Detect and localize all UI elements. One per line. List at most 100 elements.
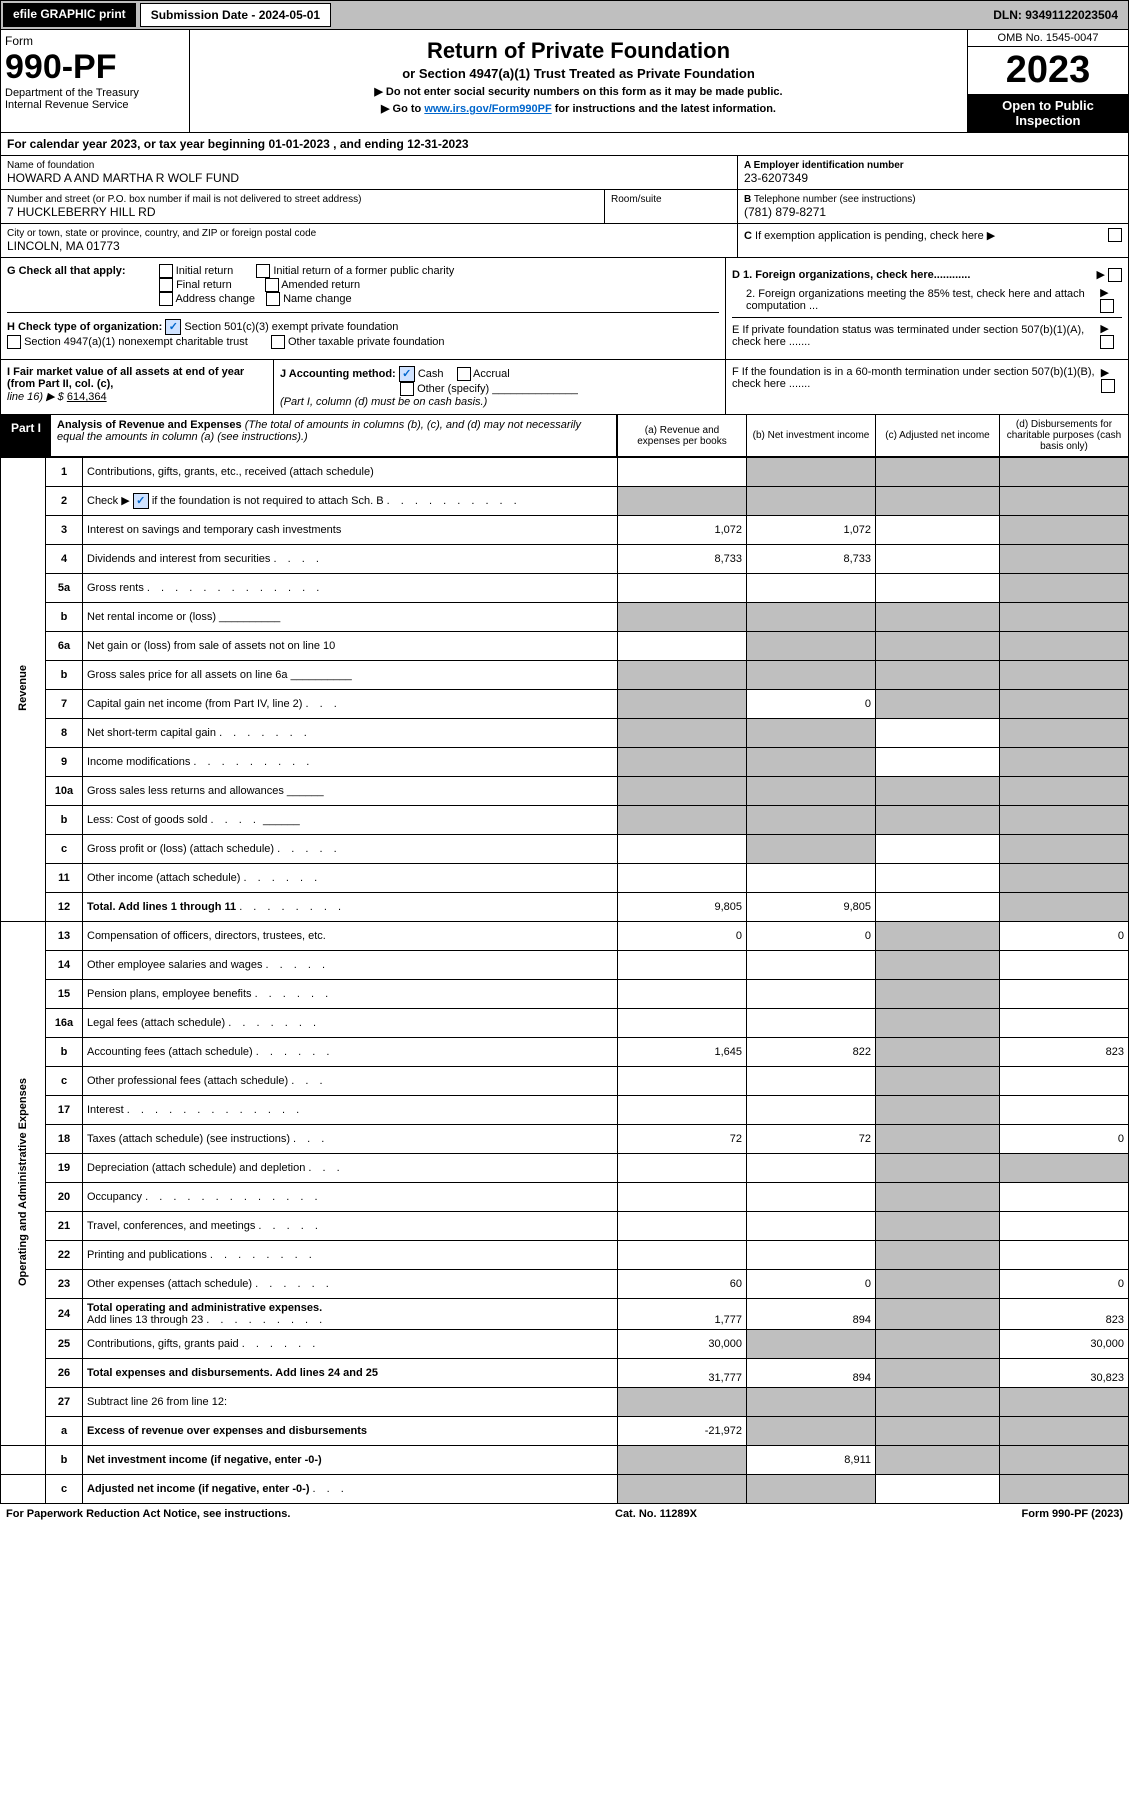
fmv-value: 614,364 — [67, 391, 107, 403]
irs-link[interactable]: www.irs.gov/Form990PF — [424, 103, 551, 115]
e-text: E If private foundation status was termi… — [732, 324, 1100, 348]
checkbox-final[interactable] — [159, 278, 173, 292]
row3-num: 3 — [46, 516, 83, 545]
j-accrual: Accrual — [473, 368, 510, 380]
row27-num: 27 — [46, 1388, 83, 1417]
h-opt3: Other taxable private foundation — [288, 336, 445, 348]
row6b-num: b — [46, 661, 83, 690]
footer-right: Form 990-PF (2023) — [1022, 1508, 1123, 1520]
checkbox-address[interactable] — [159, 292, 173, 306]
row26-desc: Total expenses and disbursements. Add li… — [83, 1359, 618, 1388]
row2-desc2: if the foundation is not required to att… — [152, 495, 384, 507]
row17-desc: Interest — [87, 1104, 124, 1116]
row13-b: 0 — [747, 922, 876, 951]
g-opt3: Initial return of a former public charit… — [273, 265, 454, 277]
instr3: for instructions and the latest informat… — [555, 103, 776, 115]
i-line: line 16) ▶ $ — [7, 391, 64, 403]
col-d-header: (d) Disbursements for charitable purpose… — [999, 415, 1128, 456]
row10c-desc: Gross profit or (loss) (attach schedule) — [87, 843, 274, 855]
checkbox-c[interactable] — [1108, 228, 1122, 242]
row27c-desc: Adjusted net income (if negative, enter … — [87, 1483, 309, 1495]
row18-b: 72 — [747, 1125, 876, 1154]
g-opt0: Initial return — [176, 265, 233, 277]
row26-d: 30,823 — [1000, 1359, 1129, 1388]
checkbox-4947[interactable] — [7, 335, 21, 349]
phone: (781) 879-8271 — [744, 205, 1122, 219]
col-a-header: (a) Revenue and expenses per books — [617, 415, 746, 456]
row16a-desc: Legal fees (attach schedule) — [87, 1017, 225, 1029]
checkbox-f[interactable] — [1101, 379, 1115, 393]
row1-num: 1 — [46, 458, 83, 487]
tax-year: 2023 — [968, 47, 1128, 94]
row18-desc: Taxes (attach schedule) (see instruction… — [87, 1133, 290, 1145]
form-number: 990-PF — [5, 48, 185, 87]
expenses-label: Operating and Administrative Expenses — [17, 1078, 29, 1286]
row13-a: 0 — [618, 922, 747, 951]
checkbox-501c3[interactable]: ✓ — [165, 319, 181, 335]
row27b-num: b — [46, 1446, 83, 1475]
efile-btn[interactable]: efile GRAPHIC print — [3, 3, 136, 27]
row10b-num: b — [46, 806, 83, 835]
subdate: Submission Date - 2024-05-01 — [140, 3, 331, 27]
checkbox-other[interactable] — [400, 382, 414, 396]
row13-num: 13 — [46, 922, 83, 951]
row12-b: 9,805 — [747, 893, 876, 922]
calendar-row: For calendar year 2023, or tax year begi… — [0, 133, 1129, 156]
row7-b: 0 — [747, 690, 876, 719]
checkbox-other-tax[interactable] — [271, 335, 285, 349]
checkbox-amended[interactable] — [265, 278, 279, 292]
checkbox-name[interactable] — [266, 292, 280, 306]
row6a-desc: Net gain or (loss) from sale of assets n… — [83, 632, 618, 661]
row25-num: 25 — [46, 1330, 83, 1359]
dept: Department of the Treasury — [5, 87, 185, 99]
row10a-num: 10a — [46, 777, 83, 806]
row16b-num: b — [46, 1038, 83, 1067]
row16c-desc: Other professional fees (attach schedule… — [87, 1075, 288, 1087]
checkbox-accrual[interactable] — [457, 367, 471, 381]
row7-num: 7 — [46, 690, 83, 719]
row8-desc: Net short-term capital gain — [87, 727, 216, 739]
name-label: Name of foundation — [7, 160, 731, 171]
row24-num: 24 — [46, 1299, 83, 1330]
irs: Internal Revenue Service — [5, 99, 185, 111]
room-label: Room/suite — [605, 190, 737, 223]
info-block: Name of foundation HOWARD A AND MARTHA R… — [0, 156, 1129, 258]
part1-title: Analysis of Revenue and Expenses — [57, 419, 242, 431]
foundation-name: HOWARD A AND MARTHA R WOLF FUND — [7, 171, 731, 185]
checkbox-initial-charity[interactable] — [256, 264, 270, 278]
row24-desc: Total operating and administrative expen… — [87, 1302, 613, 1314]
d2-text: 2. Foreign organizations meeting the 85%… — [732, 288, 1100, 312]
row23-b: 0 — [747, 1270, 876, 1299]
subtitle: or Section 4947(a)(1) Trust Treated as P… — [196, 66, 961, 81]
row16a-num: 16a — [46, 1009, 83, 1038]
checkbox-initial[interactable] — [159, 264, 173, 278]
j-note: (Part I, column (d) must be on cash basi… — [280, 396, 487, 408]
footer: For Paperwork Reduction Act Notice, see … — [0, 1504, 1129, 1524]
row21-num: 21 — [46, 1212, 83, 1241]
checkbox-cash[interactable]: ✓ — [399, 366, 415, 382]
addr-label: Number and street (or P.O. box number if… — [7, 194, 598, 205]
checkbox-d1[interactable] — [1108, 268, 1122, 282]
row15-desc: Pension plans, employee benefits — [87, 988, 252, 1000]
row22-num: 22 — [46, 1241, 83, 1270]
g-opt1: Final return — [176, 279, 232, 291]
main-table: Revenue 1Contributions, gifts, grants, e… — [0, 457, 1129, 1504]
instr1: ▶ Do not enter social security numbers o… — [196, 85, 961, 98]
row3-b: 1,072 — [747, 516, 876, 545]
row23-d: 0 — [1000, 1270, 1129, 1299]
checkbox-d2[interactable] — [1100, 299, 1114, 313]
row10c-num: c — [46, 835, 83, 864]
row26-b: 894 — [747, 1359, 876, 1388]
b-text: Telephone number (see instructions) — [754, 194, 916, 205]
ein: 23-6207349 — [744, 171, 1122, 185]
row24-a: 1,777 — [618, 1299, 747, 1330]
row14-desc: Other employee salaries and wages — [87, 959, 262, 971]
j-label: J Accounting method: — [280, 368, 396, 380]
row18-d: 0 — [1000, 1125, 1129, 1154]
c-text: If exemption application is pending, che… — [755, 230, 984, 242]
checkbox-schb[interactable]: ✓ — [133, 493, 149, 509]
row26-num: 26 — [46, 1359, 83, 1388]
city-label: City or town, state or province, country… — [7, 228, 731, 239]
footer-left: For Paperwork Reduction Act Notice, see … — [6, 1508, 290, 1520]
checkbox-e[interactable] — [1100, 335, 1114, 349]
